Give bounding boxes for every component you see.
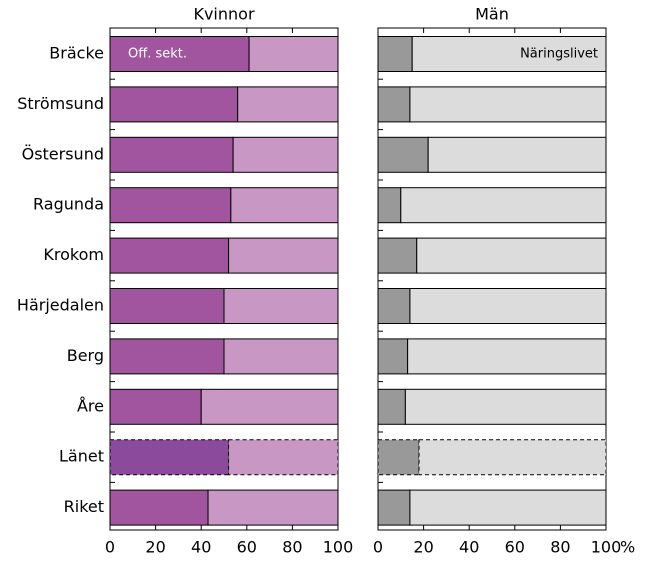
bar-segment	[230, 187, 339, 224]
bar-segment	[418, 439, 607, 476]
bar-segment	[409, 86, 607, 123]
bar-segment	[109, 439, 230, 476]
bar-segment	[109, 86, 239, 123]
bar-segment	[207, 489, 339, 526]
bar-segment	[109, 338, 225, 375]
bar-segment	[411, 36, 607, 72]
bar-segment	[400, 187, 607, 224]
y-tick-label: Östersund	[22, 144, 104, 163]
bar-segment	[109, 187, 232, 224]
x-tick-label: 80	[550, 538, 570, 557]
bar-segment	[377, 136, 429, 173]
bar-segment	[377, 489, 411, 526]
x-tick-label: 0	[105, 538, 115, 557]
bar-segment	[248, 36, 339, 72]
x-tick-label: 40	[459, 538, 479, 557]
bar-segment	[416, 237, 607, 274]
y-tick-label: Ragunda	[33, 195, 104, 214]
bar-segment	[223, 288, 339, 324]
panel-title: Män	[475, 5, 509, 24]
bar-segment	[377, 36, 413, 72]
series-label: Näringslivet	[520, 47, 598, 62]
bar-segment	[228, 439, 339, 476]
bar-segment	[377, 338, 409, 375]
y-tick-label: Riket	[64, 497, 104, 516]
x-tick-label: 20	[413, 538, 433, 557]
bar-segment	[109, 489, 209, 526]
panel-title: Kvinnor	[193, 5, 254, 24]
bar-segment	[377, 86, 411, 123]
bar-segment	[228, 237, 339, 274]
y-tick-label: Strömsund	[17, 94, 104, 113]
bar-segment	[109, 288, 225, 324]
bar-segment	[109, 237, 230, 274]
bar-segment	[427, 136, 607, 173]
panel-frame	[377, 27, 607, 531]
x-tick-label: 100	[591, 538, 622, 557]
x-tick-label: 80	[282, 538, 302, 557]
x-tick-label: 20	[145, 538, 165, 557]
bar-segment	[223, 338, 339, 375]
panel-frame	[109, 27, 339, 531]
x-tick-label: 60	[237, 538, 257, 557]
bar-segment	[232, 136, 339, 173]
series-label: Off. sekt.	[128, 47, 187, 62]
y-tick-label: Åre	[77, 396, 104, 415]
bar-segment	[407, 338, 607, 375]
bar-segment	[409, 288, 607, 324]
bar-segment	[109, 136, 234, 173]
y-tick-label: Länet	[59, 447, 104, 466]
bar-segment	[377, 288, 411, 324]
bar-segment	[377, 187, 402, 224]
x-tick-label: 40	[191, 538, 211, 557]
y-tick-label: Berg	[67, 346, 104, 365]
x-tick-label: 60	[505, 538, 525, 557]
bar-segment	[109, 388, 202, 425]
x-tick-label: 0	[373, 538, 383, 557]
bar-segment	[404, 388, 607, 425]
bar-segment	[377, 439, 420, 476]
y-tick-label: Bräcke	[49, 44, 104, 63]
bar-segment	[377, 388, 406, 425]
y-tick-label: Härjedalen	[17, 296, 104, 315]
bar-segment	[409, 489, 607, 526]
bar-segment	[109, 36, 250, 72]
bar-segment	[237, 86, 339, 123]
x-axis-label: %	[620, 538, 635, 557]
bar-segment	[200, 388, 339, 425]
bar-segment	[377, 237, 418, 274]
x-tick-label: 100	[323, 538, 354, 557]
y-tick-label: Krokom	[43, 245, 104, 264]
